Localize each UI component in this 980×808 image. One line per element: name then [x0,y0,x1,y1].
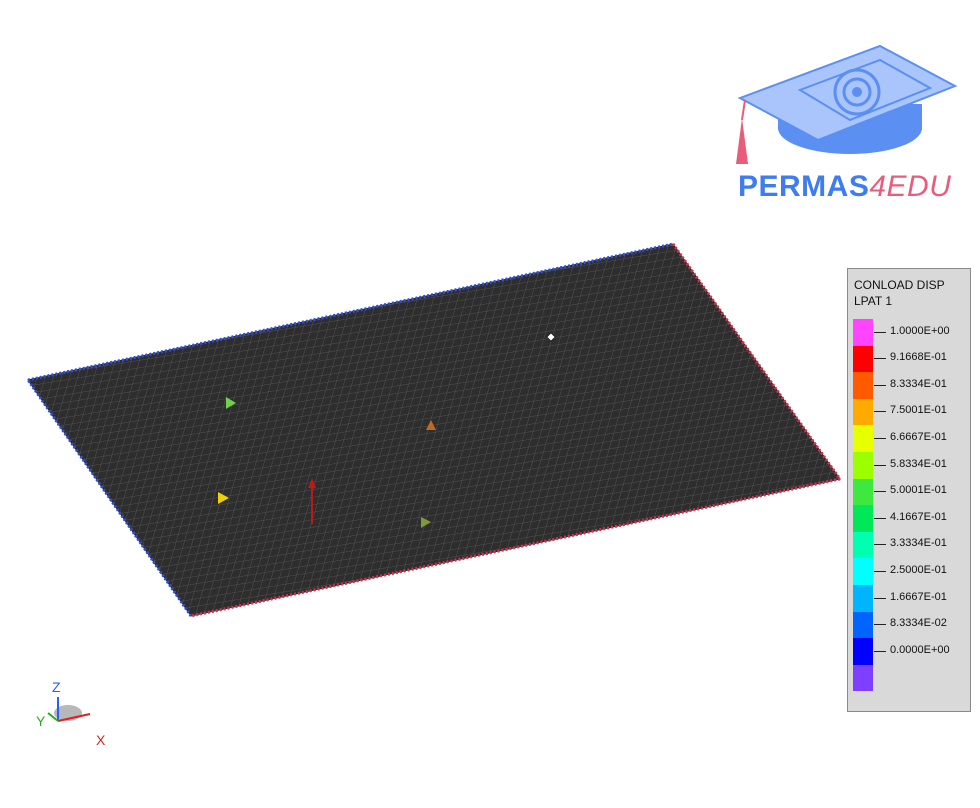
legend-label: 4.1667E-01 [890,510,947,523]
logo-text: PERMAS4EDU [738,170,951,204]
legend-tick [874,384,886,386]
legend-tick [874,517,886,519]
legend-swatch [853,425,873,452]
legend-swatch [853,478,873,506]
legend-swatch [853,372,873,399]
axis-z-label: Z [52,679,61,695]
legend-swatch [853,638,873,665]
yellow-load-marker[interactable] [218,492,229,504]
legend-label: 3.3334E-01 [890,537,947,550]
legend-label: 1.0000E+00 [890,324,950,337]
legend-label: 5.8334E-01 [890,457,947,470]
legend-tick [874,331,886,333]
green-load-marker[interactable] [226,397,236,409]
legend-tick [874,624,886,626]
legend-swatch [853,345,873,373]
color-legend[interactable]: CONLOAD DISP LPAT 1 1.0000E+00 9.1668E-01… [847,268,971,712]
permas4edu-logo [736,44,958,164]
logo-brand: PERMAS [738,170,870,203]
legend-label: 5.0001E-01 [890,484,947,497]
axis-triad: Z Y X [36,679,106,748]
legend-tick [874,597,886,599]
legend-swatch [853,611,873,639]
legend-label: 8.3334E-02 [890,617,947,630]
axis-x-label: X [96,732,106,748]
legend-tick [874,358,886,360]
legend-tick [874,571,886,572]
legend-swatch [853,531,873,559]
legend-label: 6.6667E-01 [890,431,947,443]
legend-swatch [853,505,873,532]
legend-swatch [853,398,873,426]
legend-title-line1: CONLOAD DISP [854,278,945,292]
red-force-arrow[interactable] [308,478,316,524]
legend-tick [874,464,886,466]
legend-swatch [853,558,873,585]
axis-y-label: Y [36,713,46,729]
orange-load-marker[interactable] [426,420,436,430]
legend-label: 2.5000E-01 [890,564,947,576]
legend-label: 8.3334E-01 [890,377,947,390]
white-node-marker[interactable] [546,332,556,342]
legend-title-line2: LPAT 1 [854,294,893,308]
legend-tick [874,650,886,652]
legend-tick [874,491,886,493]
legend-title: CONLOAD DISP LPAT 1 [854,277,945,309]
legend-swatch [853,584,873,612]
legend-swatch [853,319,873,346]
legend-label: 0.0000E+00 [890,643,950,656]
legend-tick [874,438,886,439]
legend-tick [874,411,886,413]
olive-load-marker[interactable] [421,517,431,528]
legend-color-bar [853,319,873,692]
legend-label: 7.5001E-01 [890,404,947,417]
legend-swatch [853,664,873,692]
logo-suffix: 4EDU [869,170,952,203]
legend-label: 9.1668E-01 [890,351,947,364]
legend-tick [874,544,886,546]
legend-swatch [853,451,873,479]
legend-label: 1.6667E-01 [890,590,947,603]
